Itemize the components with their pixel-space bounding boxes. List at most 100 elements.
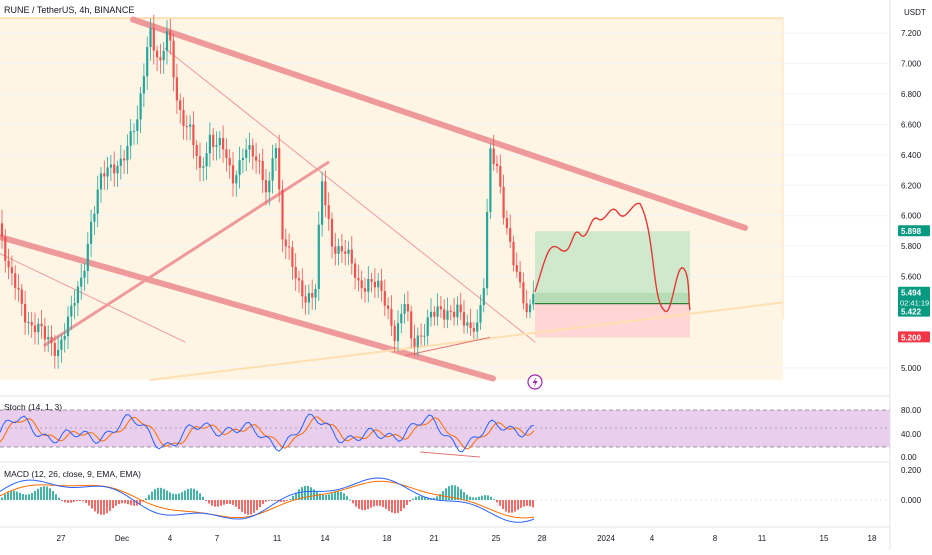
macd-histogram-bar (175, 494, 177, 500)
macd-histogram-bar (130, 500, 132, 506)
thin-trendline-left[interactable] (0, 253, 186, 343)
candle-down (169, 31, 172, 41)
candle-up (241, 157, 244, 161)
macd-histogram-bar (391, 500, 393, 513)
time-label: 4 (650, 534, 655, 543)
candle-up (307, 293, 310, 303)
macd-histogram-bar (205, 500, 207, 501)
macd-tick-0: 0.000 (901, 496, 922, 505)
macd-histogram-bar (496, 500, 498, 503)
candle-down (231, 165, 235, 184)
candle-up (532, 294, 535, 305)
macd-histogram-bar (469, 496, 471, 500)
macd-histogram-bar (94, 500, 96, 512)
loss-zone[interactable] (535, 303, 690, 338)
candle-up (218, 137, 221, 146)
time-label: 18 (868, 534, 877, 543)
candle-up (479, 305, 482, 323)
current-price-tag-label: 5.494 (901, 289, 922, 298)
candle-down (228, 158, 231, 166)
candle-up (367, 278, 370, 292)
candle-down (30, 322, 33, 326)
time-axis[interactable]: 27 Dec 4 7 11 14 18 21 25 28 2024 4 8 11 15 18 (57, 534, 877, 543)
time-label: 14 (321, 534, 330, 543)
profit-zone[interactable] (535, 231, 690, 304)
candle-up (149, 27, 152, 48)
candle-up (215, 145, 218, 147)
candle-up (208, 134, 211, 154)
macd-histogram-bar (190, 488, 192, 500)
candle-up (47, 336, 50, 340)
macd-histogram-bar (10, 490, 12, 500)
candle-down (410, 311, 413, 339)
candle-down (20, 289, 23, 304)
candle-down (453, 311, 456, 318)
support-trendline[interactable] (149, 301, 784, 381)
trendlines[interactable] (0, 16, 784, 382)
lightning-alert-icon[interactable] (527, 374, 543, 390)
rising-trendline[interactable] (43, 160, 330, 347)
macd-histogram-bar (52, 490, 54, 500)
macd-histogram-bar (232, 500, 234, 505)
projection-path[interactable] (534, 202, 691, 313)
current-price-tag-countdown: 02:41:19 (900, 299, 929, 308)
candle-down (472, 328, 475, 332)
candle-down (251, 145, 254, 157)
macd-histogram-bar (247, 500, 249, 515)
candle-down (50, 336, 53, 344)
stop-price-tag-label: 5.200 (901, 333, 922, 342)
macd-histogram-bar (409, 500, 411, 502)
candle-up (528, 304, 532, 313)
candle-up (416, 335, 419, 347)
time-label: 4 (168, 534, 173, 543)
candle-down (185, 125, 188, 127)
macd-histogram-bar (223, 500, 225, 505)
candle-up (268, 180, 271, 193)
macd-histogram-bar (433, 497, 435, 500)
price-axis[interactable] (890, 0, 932, 550)
macd-histogram-bar (163, 488, 165, 500)
macd-histogram-bar (154, 489, 156, 500)
price-tick-label: 6.800 (901, 90, 922, 99)
macd-histogram-bar (127, 500, 129, 505)
macd-histogram-bar (331, 493, 333, 500)
candle-up (80, 277, 83, 287)
macd-histogram-bar (118, 500, 120, 504)
candle-down (370, 278, 373, 282)
macd-histogram-bar (67, 500, 69, 503)
target-price-tag-label: 5.898 (901, 227, 922, 236)
macd-histogram-bar (139, 500, 141, 505)
candle-up (377, 280, 380, 288)
candle-up (189, 124, 192, 127)
candle-down (123, 158, 126, 161)
candle-up (109, 164, 112, 168)
price-axis-ticks: 7.200 7.000 6.800 6.600 6.400 6.200 6.000 5.800… (901, 29, 922, 373)
macd-histogram-bar (310, 487, 312, 500)
macd-histogram-bar (106, 500, 108, 514)
macd-histogram-bar (532, 500, 534, 508)
candle-up (396, 323, 400, 342)
macd-histogram-bar (238, 500, 240, 510)
upper-channel-trendline[interactable] (130, 16, 748, 231)
candle-up (86, 243, 89, 271)
candle-down (192, 124, 195, 145)
candle-up (146, 47, 149, 77)
macd-histogram-bar (19, 492, 21, 500)
price-tick-label: 5.000 (901, 364, 922, 373)
candle-up (205, 153, 208, 167)
time-label: 8 (713, 534, 718, 543)
support-touch-line[interactable] (404, 336, 491, 357)
macd-histogram-bar (49, 488, 51, 500)
projection-curve[interactable] (534, 202, 691, 313)
candle-down (505, 218, 508, 229)
macd-histogram-bar (484, 495, 486, 500)
candle-down (459, 304, 462, 313)
macd-histogram-bar (181, 492, 183, 500)
thin-trendline-diagonal[interactable] (164, 47, 536, 343)
macd-histogram-bar (220, 500, 222, 506)
candle-down (390, 308, 393, 326)
candle-up (136, 119, 139, 131)
candle-down (492, 148, 495, 164)
macd-histogram-bar (286, 500, 288, 501)
